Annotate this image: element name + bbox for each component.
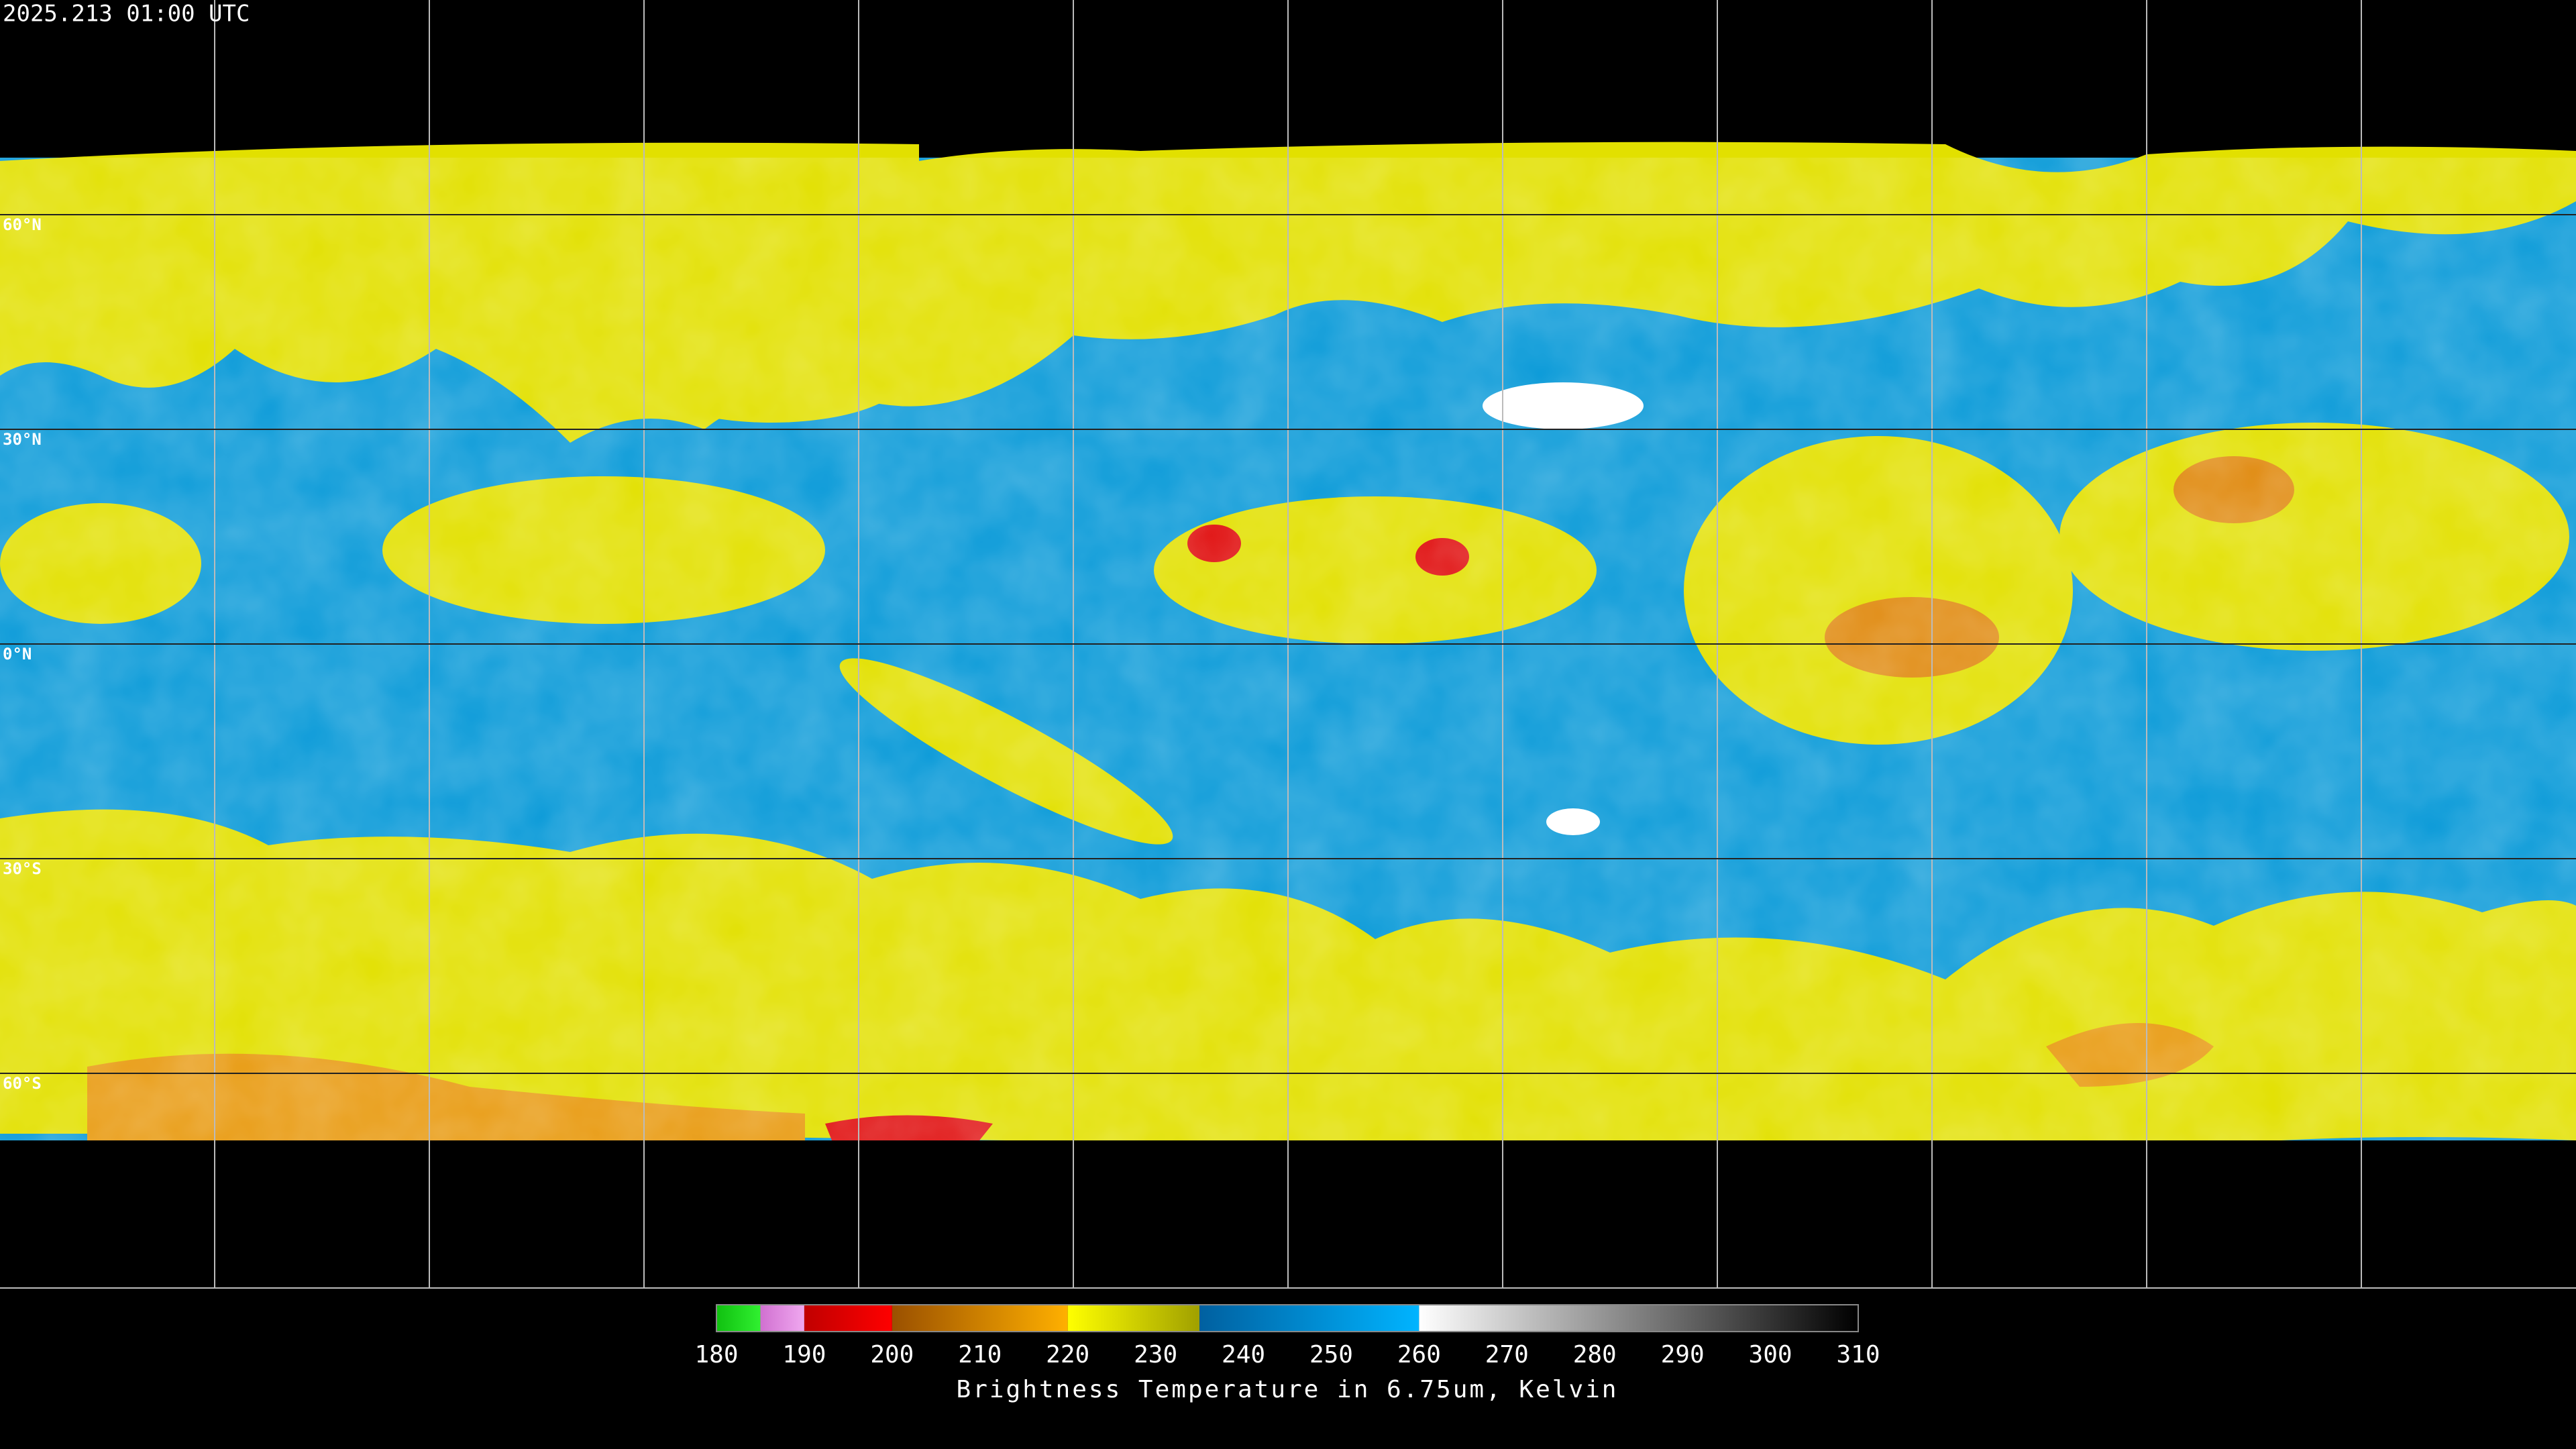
colorbar: 180 190 200 210 220 230 240 250 260 270 280 290 300 3… xyxy=(694,1304,1880,1368)
colorbar-segment xyxy=(760,1305,804,1332)
colorbar-segment xyxy=(1067,1305,1200,1332)
colorbar-tick-label: 310 xyxy=(1836,1341,1880,1368)
colorbar-tick-label: 220 xyxy=(1046,1341,1089,1368)
latitude-label: 0°N xyxy=(3,645,32,663)
colorbar-tick-label: 270 xyxy=(1485,1341,1529,1368)
colorbar-tick-label: 260 xyxy=(1397,1341,1441,1368)
latitude-label: 60°N xyxy=(3,215,42,234)
colorbar-label: Brightness Temperature in 6.75um, Kelvin xyxy=(957,1376,1619,1403)
colorbar-tick-label: 180 xyxy=(694,1341,738,1368)
colorbar-tick-label: 230 xyxy=(1134,1341,1177,1368)
colorbar-segment xyxy=(716,1305,761,1332)
latitude-labels: 60°N 30°N 0°N 30°S 60°S xyxy=(3,215,42,1093)
colorbar-tick-label: 290 xyxy=(1661,1341,1705,1368)
latitude-label: 30°S xyxy=(3,859,42,878)
timestamp: 2025.213 01:00 UTC xyxy=(3,1,250,28)
colorbar-tick-label: 250 xyxy=(1309,1341,1353,1368)
graticule xyxy=(0,0,2576,1289)
colorbar-segment xyxy=(1419,1305,1858,1332)
colorbar-tick-label: 200 xyxy=(870,1341,914,1368)
colorbar-tick-label: 300 xyxy=(1749,1341,1792,1368)
colorbar-frame xyxy=(716,1304,1859,1332)
colorbar-tick-label: 190 xyxy=(782,1341,826,1368)
colorbar-tick-label: 210 xyxy=(958,1341,1002,1368)
colorbar-segment xyxy=(1199,1305,1419,1332)
latitude-label: 60°S xyxy=(3,1074,42,1093)
colorbar-tick-label: 280 xyxy=(1573,1341,1617,1368)
colorbar-segment xyxy=(804,1305,892,1332)
colorbar-tick-label: 240 xyxy=(1222,1341,1265,1368)
latitude-label: 30°N xyxy=(3,430,42,449)
colorbar-segment xyxy=(892,1305,1068,1332)
